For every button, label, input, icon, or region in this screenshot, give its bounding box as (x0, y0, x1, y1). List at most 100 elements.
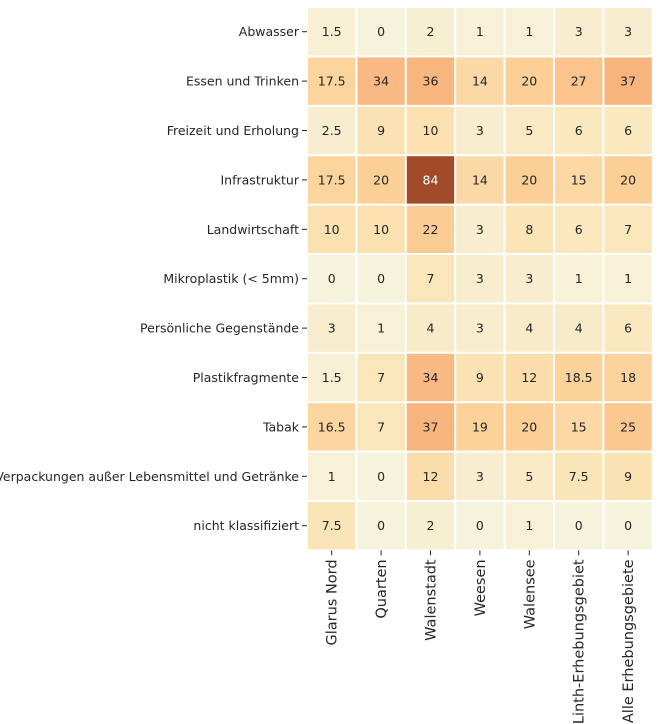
heatmap-cell (406, 255, 455, 303)
heatmap-cell-value: 17.5 (318, 74, 346, 89)
heatmap-cell (308, 156, 356, 204)
heatmap-cell-value: 3 (476, 321, 484, 336)
heatmap-cell (456, 353, 504, 402)
heatmap-cell (308, 8, 356, 56)
heatmap-cell (555, 502, 603, 550)
x-axis-tick-label: Walenstadt (424, 559, 440, 641)
heatmap-cell-value: 15 (571, 172, 587, 187)
y-axis-tick-label: Landwirtschaft (207, 222, 299, 237)
heatmap-cell (505, 502, 553, 550)
heatmap-cell (406, 353, 455, 402)
heatmap-cell-value: 7.5 (322, 518, 342, 533)
heatmap-cell-value: 12 (423, 469, 439, 484)
heatmap-cell (406, 205, 455, 253)
heatmap-cell (555, 403, 603, 451)
heatmap-cell-value: 25 (620, 419, 636, 434)
heatmap-cell-value: 8 (525, 222, 533, 237)
heatmap-cell-value: 0 (476, 518, 484, 533)
heatmap-cell (308, 502, 356, 550)
x-axis-tick-label: Linth-Erhebungsgebiet (572, 559, 588, 724)
heatmap-cell-value: 1 (328, 469, 336, 484)
heatmap-cell (555, 57, 603, 105)
x-axis-tick-label: Weesen (473, 559, 489, 616)
heatmap-cell (308, 255, 356, 303)
heatmap-cell (555, 8, 603, 56)
heatmap-cell-value: 7 (377, 419, 385, 434)
heatmap-cell-value: 9 (377, 123, 385, 138)
heatmap-cell-value: 7 (624, 222, 632, 237)
heatmap-cell (456, 8, 504, 56)
heatmap-cell-value: 15 (571, 419, 587, 434)
heatmap-cell (604, 106, 652, 155)
y-axis-tick-labels: Abwasser Essen und Trinken Freizeit und Er… (0, 24, 307, 533)
heatmap-cell-value: 6 (624, 321, 632, 336)
heatmap-cell-value: 37 (620, 74, 636, 89)
heatmap-cell (555, 205, 603, 253)
heatmap-cell (604, 205, 652, 253)
heatmap-cell-value: 2.5 (322, 123, 342, 138)
heatmap-cell-value: 14 (472, 172, 488, 187)
heatmap-cell-value: 19 (472, 419, 488, 434)
heatmap-cell-value: 1 (476, 24, 484, 39)
heatmap-cell (406, 502, 455, 550)
heatmap-cell (357, 8, 405, 56)
heatmap-cell (357, 353, 405, 402)
heatmap-cell (357, 452, 405, 500)
heatmap-cell-value: 1.5 (322, 370, 342, 385)
heatmap-cell-value: 18 (620, 370, 636, 385)
x-axis-tick-label: Quarten (374, 559, 390, 618)
heatmap-cell (604, 353, 652, 402)
heatmap-cell-value: 10 (423, 123, 439, 138)
heatmap-cell-value: 2 (427, 24, 435, 39)
x-axis-tick-labels: Glarus Nord Quarten Walenstadt Weesen Walens… (325, 550, 637, 724)
heatmap-cell-value: 16.5 (318, 419, 346, 434)
heatmap-cell (406, 106, 455, 155)
heatmap-cell (604, 8, 652, 56)
heatmap-cell (604, 304, 652, 352)
heatmap-cell-value: 2 (427, 518, 435, 533)
heatmap-cell-value: 3 (476, 222, 484, 237)
heatmap-cell-value: 4 (525, 321, 533, 336)
heatmap-cell-value: 6 (624, 123, 632, 138)
heatmap-cell (357, 106, 405, 155)
heatmap-cell (505, 8, 553, 56)
heatmap-cell-value: 10 (324, 222, 340, 237)
heatmap-cell (406, 156, 455, 204)
heatmap-cell-value: 7 (377, 370, 385, 385)
heatmap-cell-value: 1 (575, 271, 583, 286)
y-axis-tick-label: Abwasser (239, 24, 300, 39)
heatmap-cell-value: 12 (521, 370, 537, 385)
heatmap-cell-value: 0 (575, 518, 583, 533)
y-axis-tick-label: Infrastruktur (221, 172, 300, 187)
heatmap-cell (357, 255, 405, 303)
heatmap-cell (604, 502, 652, 550)
heatmap-cell (604, 57, 652, 105)
heatmap-cell (604, 156, 652, 204)
heatmap-cell (308, 57, 356, 105)
heatmap-cell-value: 9 (624, 469, 632, 484)
heatmap-cell (357, 304, 405, 352)
heatmap-cell (456, 304, 504, 352)
heatmap-cell (308, 353, 356, 402)
y-axis-tick-label: Plastikfragmente (193, 370, 300, 385)
heatmap-cell-value: 1.5 (322, 24, 342, 39)
heatmap-cell-value: 3 (476, 469, 484, 484)
heatmap-cell-value: 4 (575, 321, 583, 336)
heatmap-cell-value: 1 (525, 518, 533, 533)
y-axis-tick-label: nicht klassifiziert (193, 518, 299, 533)
heatmap-cell-value: 20 (373, 172, 389, 187)
heatmap-cell (357, 156, 405, 204)
heatmap-cell (456, 452, 504, 500)
heatmap-cell-value: 0 (377, 24, 385, 39)
heatmap-cell (505, 205, 553, 253)
heatmap-cell-value: 84 (423, 172, 439, 187)
heatmap-cell (555, 255, 603, 303)
heatmap-cell-value: 4 (427, 321, 435, 336)
heatmap-cell (555, 304, 603, 352)
heatmap-cell (308, 205, 356, 253)
heatmap-cell-value: 7.5 (569, 469, 589, 484)
heatmap-cell-value: 3 (624, 24, 632, 39)
heatmap-cells (308, 8, 652, 550)
heatmap-cell (555, 156, 603, 204)
